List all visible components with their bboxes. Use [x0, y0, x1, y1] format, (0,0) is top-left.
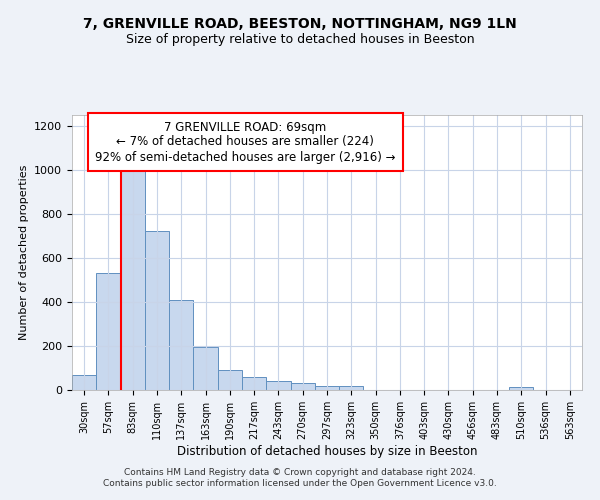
Bar — [218, 370, 242, 390]
Bar — [193, 346, 218, 390]
Bar — [266, 381, 290, 390]
Bar — [290, 383, 315, 390]
Bar — [242, 377, 266, 390]
Text: Contains HM Land Registry data © Crown copyright and database right 2024.
Contai: Contains HM Land Registry data © Crown c… — [103, 468, 497, 487]
Bar — [96, 274, 121, 390]
Y-axis label: Number of detached properties: Number of detached properties — [19, 165, 29, 340]
X-axis label: Distribution of detached houses by size in Beeston: Distribution of detached houses by size … — [177, 444, 477, 458]
Text: Size of property relative to detached houses in Beeston: Size of property relative to detached ho… — [125, 32, 475, 46]
Bar — [145, 230, 169, 390]
Text: 7 GRENVILLE ROAD: 69sqm
← 7% of detached houses are smaller (224)
92% of semi-de: 7 GRENVILLE ROAD: 69sqm ← 7% of detached… — [95, 120, 395, 164]
Bar — [169, 300, 193, 390]
Text: 7, GRENVILLE ROAD, BEESTON, NOTTINGHAM, NG9 1LN: 7, GRENVILLE ROAD, BEESTON, NOTTINGHAM, … — [83, 18, 517, 32]
Bar — [509, 388, 533, 390]
Bar — [315, 386, 339, 390]
Bar — [72, 374, 96, 390]
Bar — [339, 386, 364, 390]
Bar — [121, 170, 145, 390]
